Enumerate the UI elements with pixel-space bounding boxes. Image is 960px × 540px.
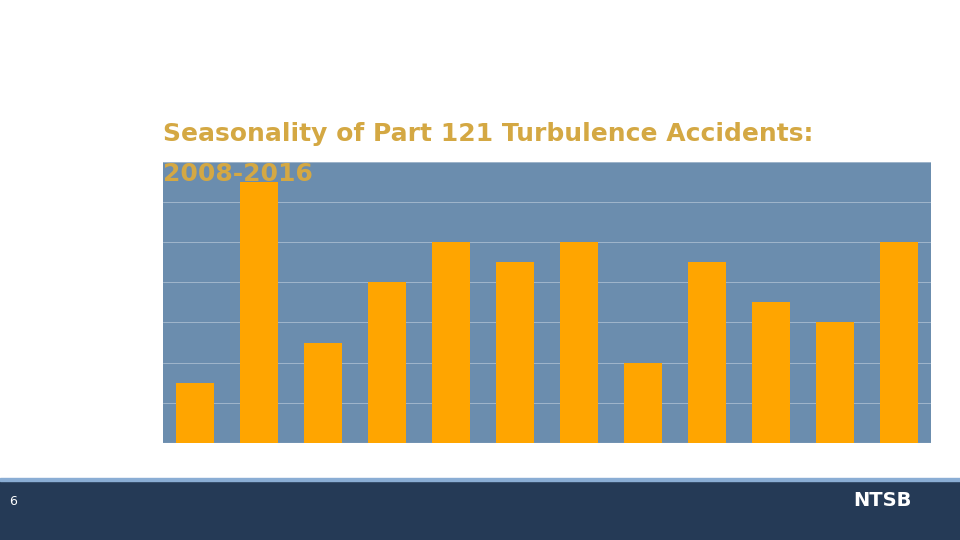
Bar xyxy=(176,383,214,443)
Bar xyxy=(304,342,343,443)
Bar xyxy=(240,182,278,443)
Text: NTSB: NTSB xyxy=(853,491,912,510)
X-axis label: Month: Month xyxy=(517,468,577,486)
Bar xyxy=(688,262,727,443)
Bar xyxy=(368,282,406,443)
Bar xyxy=(560,242,598,443)
Bar xyxy=(752,302,790,443)
Bar xyxy=(432,242,470,443)
Y-axis label: Accidents: Accidents xyxy=(118,261,133,344)
Bar xyxy=(880,242,919,443)
Text: Seasonality of Part 121 Turbulence Accidents:: Seasonality of Part 121 Turbulence Accid… xyxy=(163,122,813,146)
Text: 6: 6 xyxy=(10,495,17,508)
Text: 2008-2016: 2008-2016 xyxy=(163,163,313,186)
Bar xyxy=(816,322,854,443)
Bar xyxy=(624,362,662,443)
Bar xyxy=(496,262,535,443)
